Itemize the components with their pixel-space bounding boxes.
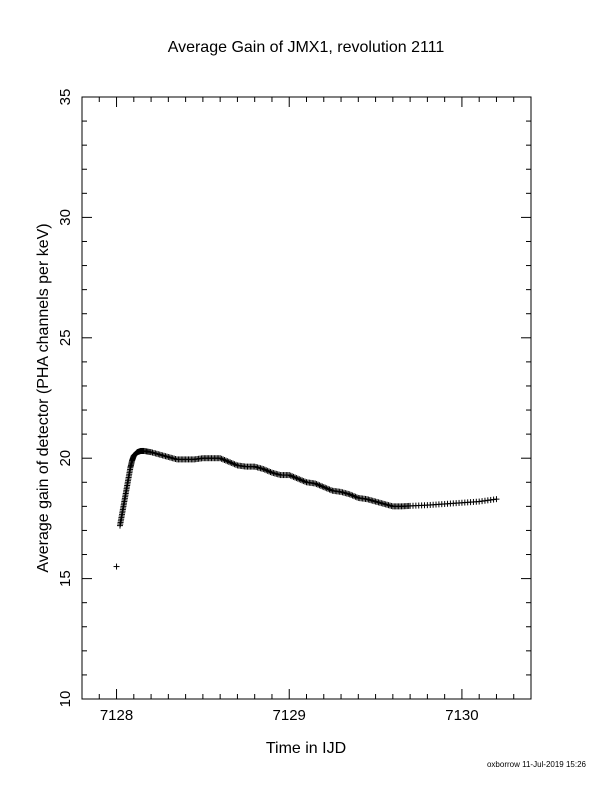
data-point (267, 469, 274, 476)
y-tick-label: 30 (57, 209, 74, 226)
data-point (327, 487, 334, 494)
data-point (231, 461, 238, 468)
data-point (323, 485, 330, 492)
plot-frame (81, 96, 532, 700)
x-axis-label: Time in IJD (266, 740, 346, 757)
y-tick-label: 25 (57, 329, 74, 346)
data-point (293, 475, 300, 482)
data-point (222, 457, 229, 464)
y-tick-label: 10 (57, 691, 74, 708)
data-point (217, 455, 224, 462)
data-point (228, 460, 235, 467)
data-point (290, 473, 297, 480)
tick-labels-group: 7128 7129 7130 10 15 20 25 30 35 (57, 89, 479, 724)
data-point (221, 457, 228, 464)
ticks-group (81, 96, 532, 700)
data-point (287, 472, 294, 479)
data-point (266, 468, 273, 475)
data-point (263, 467, 270, 474)
data-point (291, 474, 298, 481)
data-point (218, 455, 225, 462)
data-point (350, 493, 357, 500)
x-tick-label: 7129 (273, 707, 306, 724)
data-point (353, 494, 360, 501)
x-tick-label: 7130 (445, 707, 478, 724)
data-points-group (113, 447, 500, 570)
chart-title: Average Gain of JMX1, revolution 2111 (168, 39, 445, 56)
data-point (299, 477, 306, 484)
data-point (220, 456, 227, 463)
data-point (320, 484, 327, 491)
data-point (322, 484, 329, 491)
data-point (325, 485, 332, 492)
data-point (232, 461, 239, 468)
x-tick-label: 7128 (100, 707, 133, 724)
data-point (326, 486, 333, 493)
y-tick-label: 15 (57, 570, 74, 587)
y-axis-label: Average gain of detector (PHA channels p… (35, 223, 52, 572)
data-point (302, 478, 309, 485)
data-point (225, 458, 232, 465)
data-point (348, 491, 355, 498)
data-point (349, 492, 356, 499)
data-point (113, 563, 120, 570)
data-point (312, 480, 319, 487)
footer-credit: oxborrow 11-Jul-2019 15:26 (487, 760, 587, 769)
data-point (286, 472, 293, 479)
data-point (264, 467, 271, 474)
data-point (289, 473, 296, 480)
data-point (300, 478, 307, 485)
data-point (224, 458, 231, 465)
data-point (230, 460, 237, 467)
data-point (317, 482, 324, 489)
data-point (319, 483, 326, 490)
data-point (313, 481, 320, 488)
y-tick-label: 20 (57, 450, 74, 467)
data-point (260, 466, 267, 473)
data-point (297, 476, 304, 483)
data-point (261, 466, 268, 473)
data-point (493, 496, 500, 503)
data-point (296, 476, 303, 483)
data-point (346, 491, 353, 498)
data-point (227, 459, 234, 466)
data-point (294, 475, 301, 482)
y-tick-label: 35 (57, 89, 74, 106)
data-point (315, 481, 322, 488)
data-point (316, 482, 323, 489)
data-point (352, 493, 359, 500)
